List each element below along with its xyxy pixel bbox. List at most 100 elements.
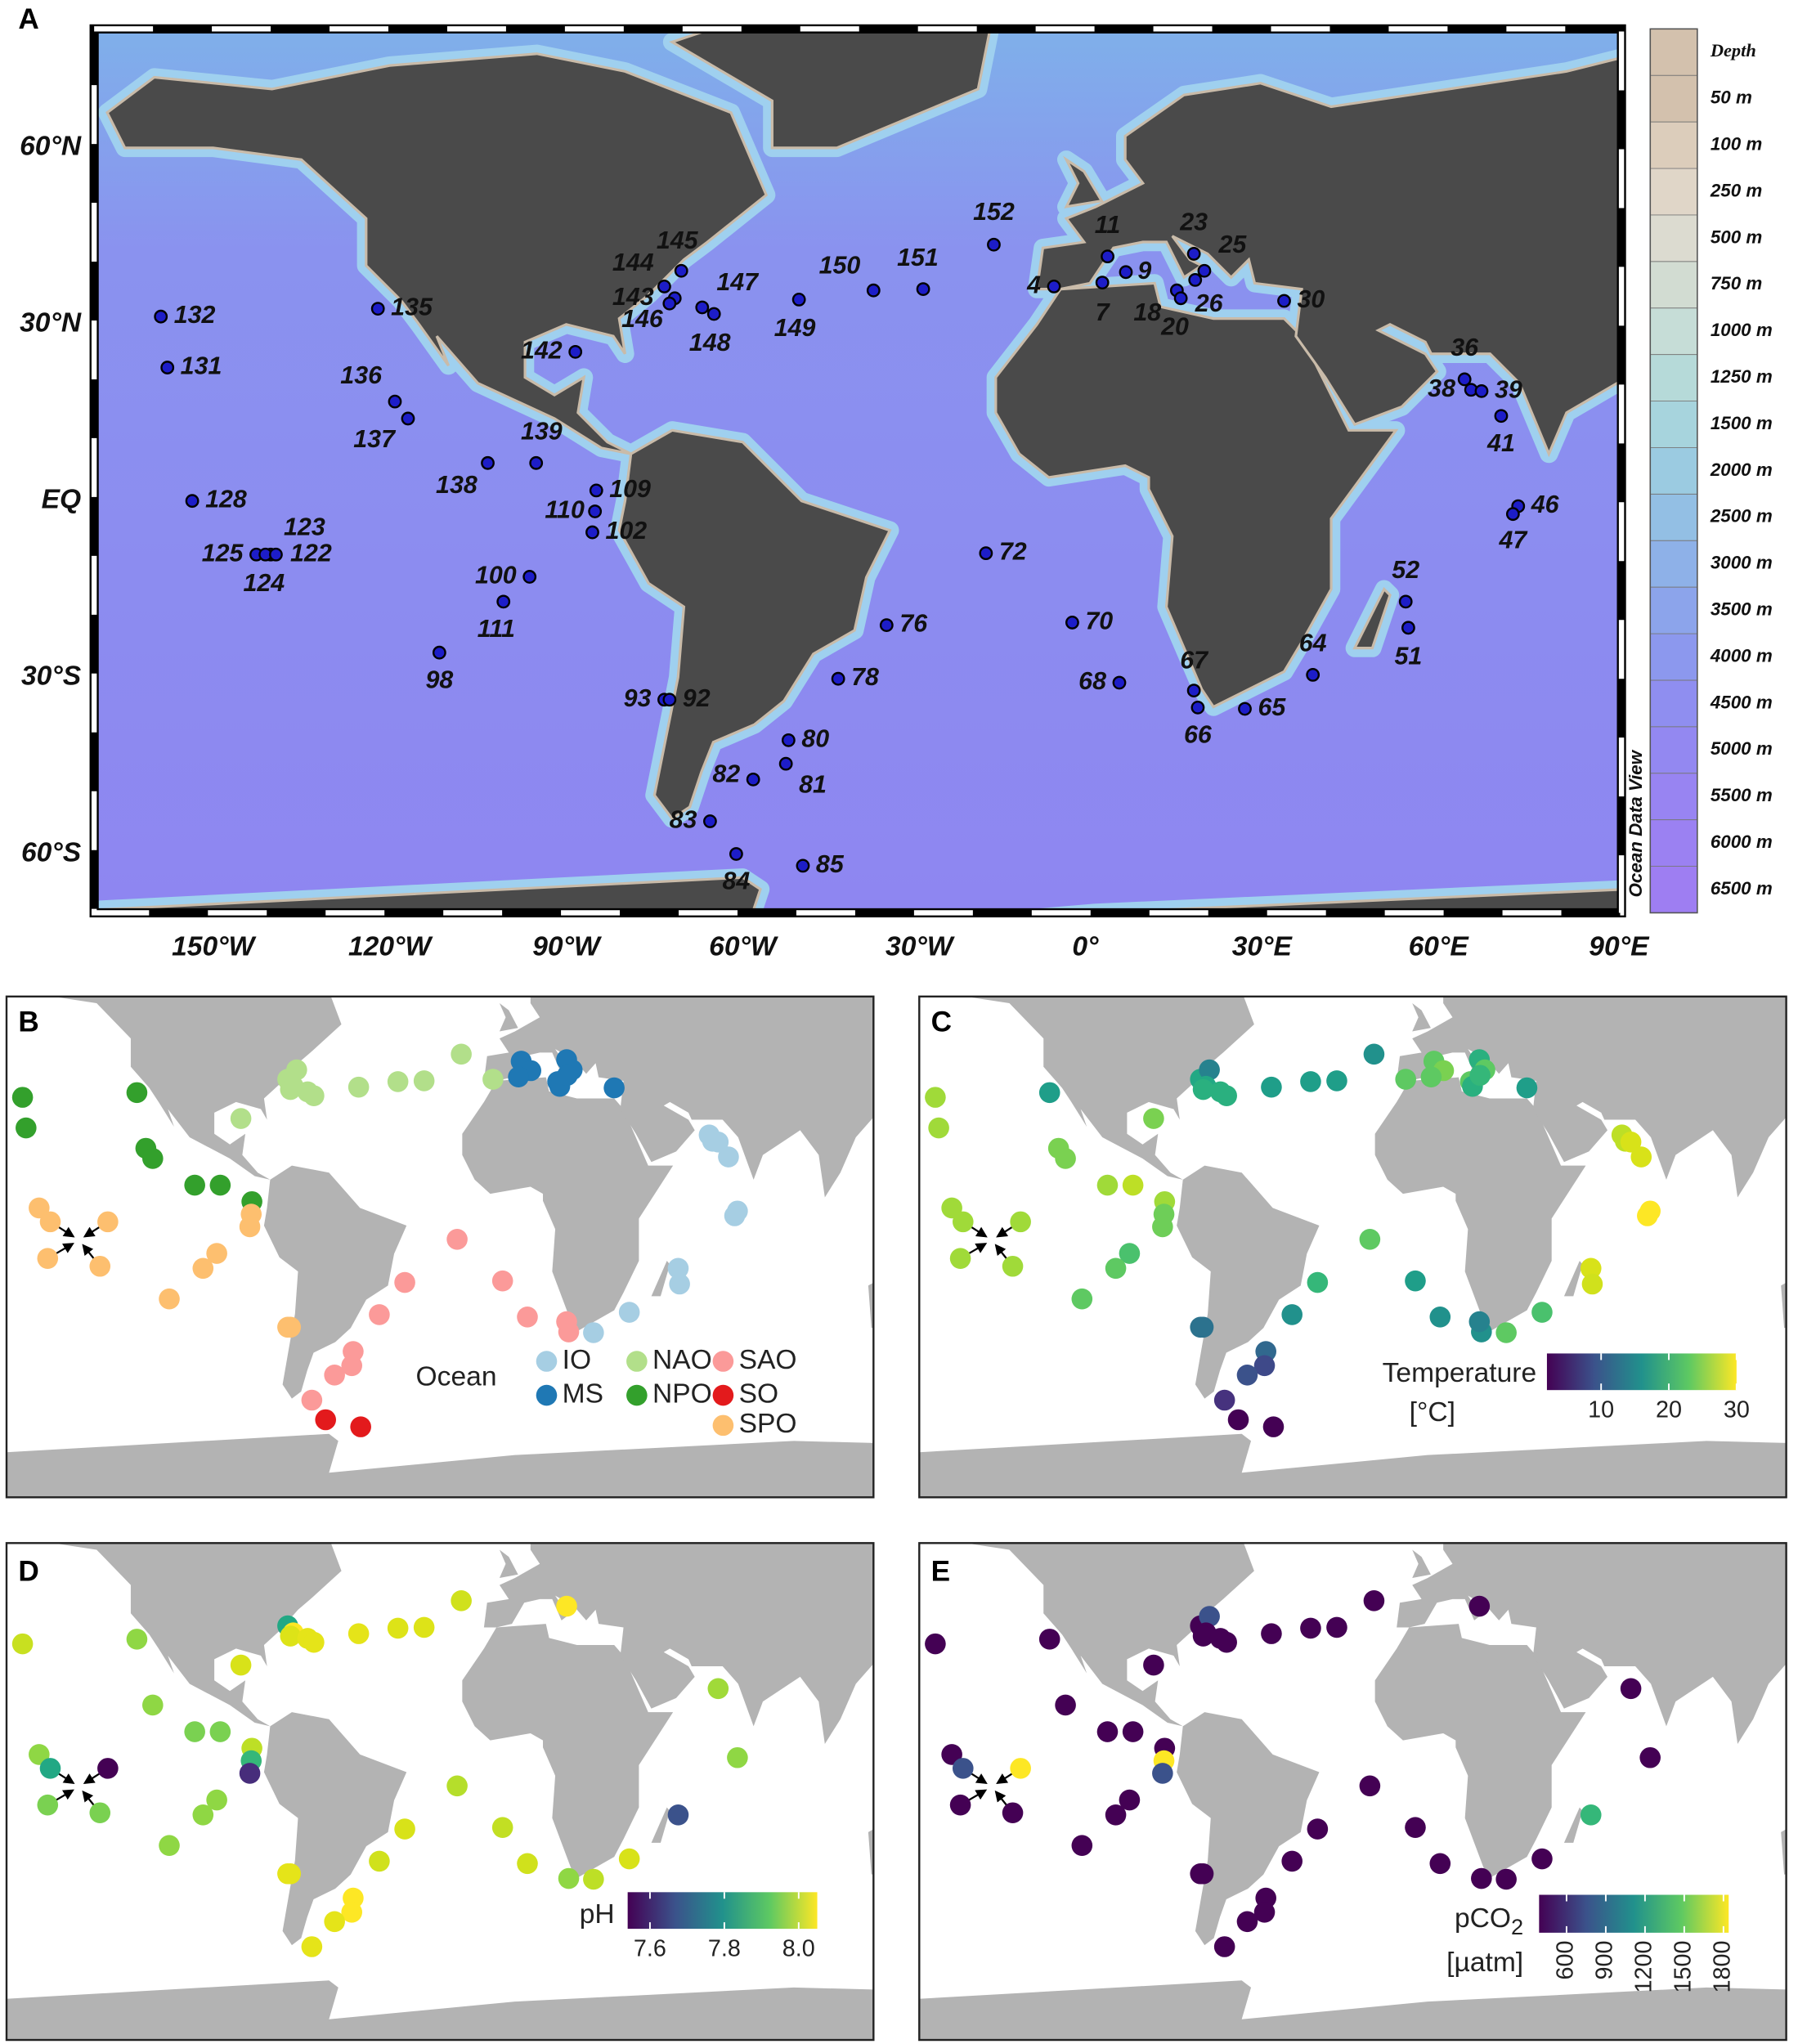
- station-label: 147: [716, 268, 760, 296]
- station: [879, 618, 894, 633]
- station-dot: [209, 1174, 231, 1196]
- depth-swatch: [1650, 679, 1697, 727]
- land: [1374, 1624, 1586, 1879]
- map-a: [94, 29, 1622, 913]
- colorbar-label: 30: [1724, 1396, 1750, 1423]
- station-label: 135: [391, 294, 433, 321]
- station-dot: [1038, 1629, 1060, 1650]
- station-dot: [1469, 1065, 1491, 1087]
- panel-c: 10 20 30 Temperature [°C]: [918, 995, 1787, 1499]
- station: [481, 455, 495, 470]
- station-dot: [718, 1146, 739, 1168]
- depth-swatch: [1650, 214, 1697, 262]
- station-dot: [206, 1789, 227, 1811]
- panel-label: A: [18, 3, 38, 35]
- station-dot: [369, 1304, 390, 1325]
- station-dot: [1105, 1257, 1127, 1280]
- station-dot: [1420, 1066, 1442, 1087]
- station-dot: [29, 1197, 50, 1219]
- station-label: 92: [683, 684, 711, 712]
- station-dot: [16, 1117, 37, 1139]
- station: [662, 296, 677, 311]
- arrow: [996, 1226, 1014, 1238]
- station-dot: [280, 1625, 302, 1647]
- arrow: [83, 1226, 101, 1238]
- legend-title: Ocean: [416, 1362, 497, 1392]
- station-dot: [350, 1416, 371, 1437]
- station-dot: [1261, 1076, 1282, 1098]
- station-dot: [446, 1229, 468, 1250]
- station-dot: [1495, 1322, 1517, 1343]
- depth-label: 4500 m: [1710, 692, 1773, 712]
- panel-e: 600 900 1200 1500 1800 pCO2 [µatm]: [918, 1542, 1787, 2042]
- station-label: 102: [605, 517, 647, 545]
- land: [1397, 996, 1787, 1198]
- legend-dot: [712, 1351, 734, 1372]
- panel-d: 7.6 7.8 8.0 pH: [5, 1542, 875, 2042]
- depth-swatch: [1650, 494, 1697, 541]
- arrow: [996, 1772, 1014, 1784]
- station-label: 131: [181, 352, 222, 380]
- station-dot: [727, 1746, 748, 1768]
- station-dot: [1236, 1911, 1258, 1933]
- station-label: 125: [202, 539, 244, 567]
- station-dot: [724, 1205, 746, 1226]
- station-dot: [667, 1804, 689, 1826]
- station-dot: [206, 1243, 227, 1264]
- station-dot: [1531, 1848, 1553, 1870]
- station-dot: [1071, 1835, 1093, 1857]
- legend-dot: [626, 1351, 648, 1372]
- depth-swatch: [1650, 354, 1697, 401]
- legend-label: MS: [563, 1378, 603, 1409]
- station: [588, 504, 603, 518]
- arrow: [56, 1772, 75, 1784]
- station: [1197, 263, 1212, 278]
- station-dot: [1471, 1867, 1492, 1889]
- station-dot: [230, 1654, 252, 1676]
- station-dot: [142, 1148, 164, 1169]
- colorbar-label: 1200: [1630, 1940, 1657, 1992]
- station: [706, 307, 721, 321]
- depth-label: 6000 m: [1711, 831, 1773, 852]
- station: [746, 772, 760, 787]
- station-label: 70: [1085, 607, 1113, 634]
- depth-label: 750 m: [1711, 273, 1762, 294]
- depth-label: 500 m: [1711, 226, 1762, 247]
- land: [1352, 586, 1392, 650]
- station-dot: [1495, 1868, 1517, 1890]
- land: [263, 1165, 407, 1399]
- station-label: 146: [621, 305, 664, 333]
- arrow: [82, 1790, 96, 1807]
- land: [651, 1261, 670, 1297]
- land: [105, 52, 769, 455]
- station-dot: [618, 1848, 640, 1870]
- station: [1401, 621, 1415, 635]
- station: [1186, 247, 1201, 261]
- station: [703, 814, 717, 828]
- station: [585, 525, 599, 540]
- land: [483, 1543, 874, 1744]
- station-label: 123: [284, 513, 325, 540]
- station-dot: [1405, 1270, 1426, 1292]
- station-dot: [1307, 1271, 1329, 1293]
- colorbar: [627, 1892, 818, 1930]
- station-dot: [394, 1271, 415, 1293]
- depth-swatch: [1650, 540, 1697, 588]
- station-label: 145: [657, 226, 699, 254]
- station-dot: [1199, 1059, 1220, 1081]
- station: [1398, 594, 1413, 609]
- station-label: 66: [1184, 721, 1213, 749]
- station-label: 128: [205, 486, 247, 513]
- legend-label: NAO: [652, 1345, 712, 1375]
- station: [979, 546, 993, 561]
- panel-label: B: [18, 1006, 38, 1038]
- arrow: [83, 1772, 101, 1784]
- depth-swatch: [1650, 819, 1697, 867]
- depth-swatch: [1650, 122, 1697, 169]
- arrow: [969, 1226, 988, 1238]
- station-label: 82: [712, 760, 740, 788]
- land: [1063, 155, 1104, 208]
- colorbar-label: 600: [1553, 1940, 1579, 1979]
- station-dot: [508, 1066, 529, 1087]
- station-dot: [556, 1311, 577, 1333]
